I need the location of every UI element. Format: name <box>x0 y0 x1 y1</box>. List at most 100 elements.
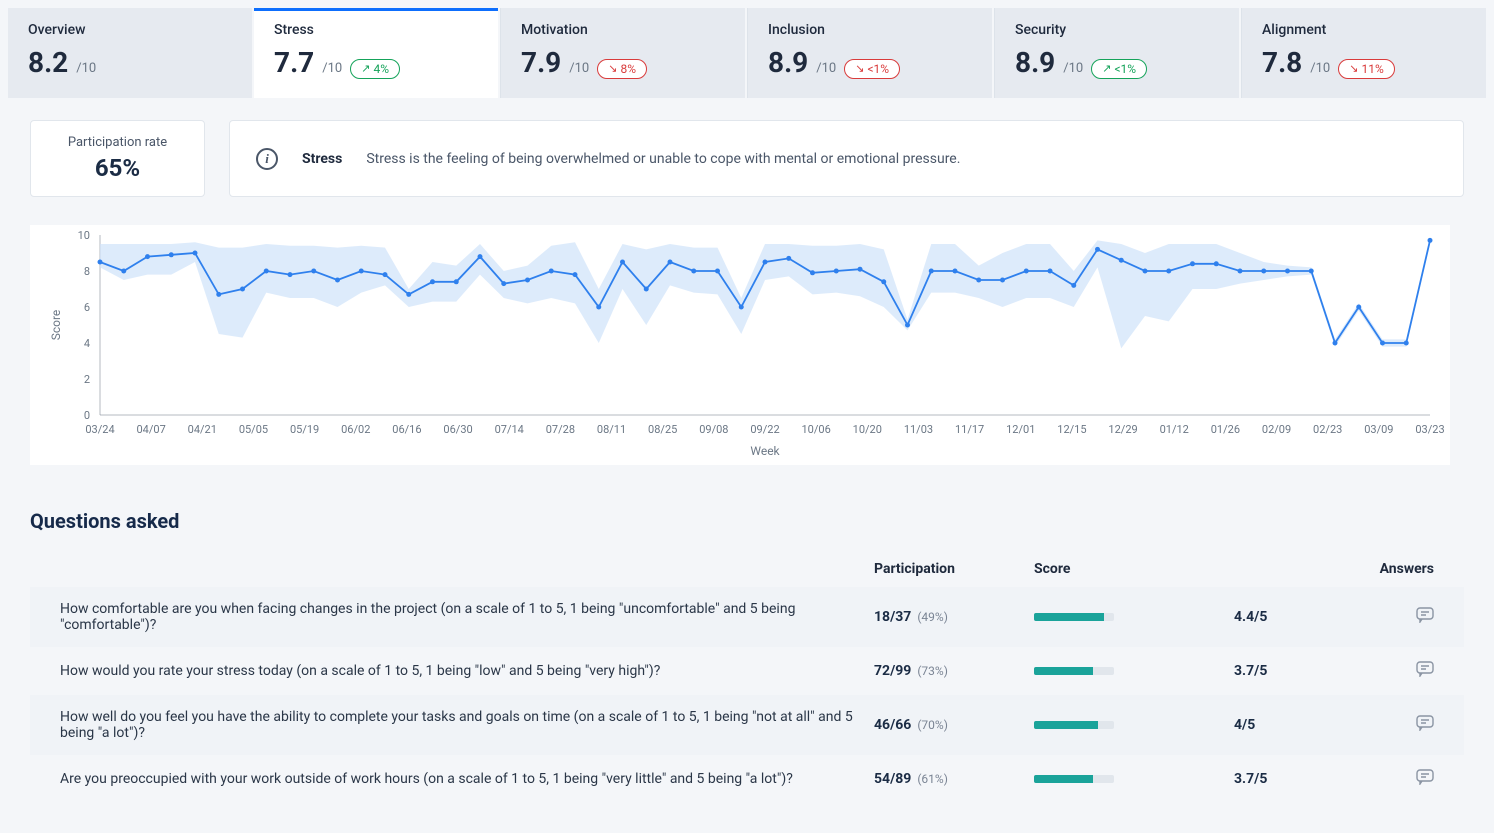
score-bar <box>1034 721 1114 729</box>
questions-table-body: How comfortable are you when facing chan… <box>30 587 1464 803</box>
svg-text:02/09: 02/09 <box>1262 423 1291 436</box>
svg-text:04/07: 04/07 <box>137 423 166 436</box>
participation-count: 46/66 <box>874 717 911 733</box>
info-icon: i <box>256 148 278 170</box>
tab-change-badge: ↘ 8% <box>597 59 647 79</box>
tab-score-max: /10 <box>569 61 589 76</box>
participation-count: 72/99 <box>874 663 911 679</box>
question-score <box>1034 667 1234 675</box>
tab-label: Overview <box>28 22 232 38</box>
view-answers-button[interactable] <box>1354 769 1434 789</box>
view-answers-button[interactable] <box>1354 607 1434 627</box>
svg-text:06/30: 06/30 <box>443 423 472 436</box>
svg-text:01/12: 01/12 <box>1160 423 1189 436</box>
svg-text:01/26: 01/26 <box>1211 423 1240 436</box>
tab-score: 7.9 <box>521 46 561 79</box>
svg-text:Week: Week <box>750 444 780 458</box>
score-value: 3.7/5 <box>1234 663 1354 679</box>
svg-text:07/14: 07/14 <box>495 423 524 436</box>
participation-count: 54/89 <box>874 771 911 787</box>
question-row[interactable]: How would you rate your stress today (on… <box>30 647 1464 695</box>
participation-label: Participation rate <box>41 135 194 150</box>
tab-change-badge: ↘ <1% <box>844 59 900 79</box>
info-description: Stress is the feeling of being overwhelm… <box>366 151 960 167</box>
svg-text:03/23: 03/23 <box>1415 423 1444 436</box>
tab-alignment[interactable]: Alignment7.8/10↘ 11% <box>1241 8 1486 98</box>
svg-text:08/25: 08/25 <box>648 423 677 436</box>
score-trend-chart: 0246810Score03/2404/0704/2105/0505/1906/… <box>30 225 1464 469</box>
arrow-up-icon: ↗ <box>361 62 370 75</box>
svg-text:09/22: 09/22 <box>750 423 779 436</box>
tab-change-value: 4% <box>373 62 389 76</box>
dashboard-page: Overview8.2/10Stress7.7/10↗ 4%Motivation… <box>0 0 1494 833</box>
participation-value: 65% <box>41 154 194 182</box>
tab-score-max: /10 <box>76 61 96 76</box>
tab-stress[interactable]: Stress7.7/10↗ 4% <box>254 8 498 98</box>
svg-text:04/21: 04/21 <box>188 423 217 436</box>
tab-change-badge: ↗ 4% <box>350 59 400 79</box>
tab-score-row: 7.8/10 ↘ 11% <box>1262 46 1466 79</box>
svg-text:06/02: 06/02 <box>341 423 370 436</box>
svg-text:06/16: 06/16 <box>392 423 421 436</box>
tab-inclusion[interactable]: Inclusion 8.9/10 ↘ <1% <box>747 8 992 98</box>
question-participation: 72/99(73%) <box>874 663 1034 679</box>
svg-text:2: 2 <box>84 373 90 386</box>
question-row[interactable]: How well do you feel you have the abilit… <box>30 695 1464 755</box>
svg-text:10: 10 <box>78 229 90 242</box>
question-text: How well do you feel you have the abilit… <box>60 709 874 741</box>
svg-text:10/06: 10/06 <box>802 423 831 436</box>
tab-score: 8.2 <box>28 46 68 79</box>
svg-text:12/15: 12/15 <box>1057 423 1086 436</box>
svg-text:02/23: 02/23 <box>1313 423 1342 436</box>
question-score <box>1034 613 1234 621</box>
question-score <box>1034 721 1234 729</box>
tab-score: 7.8 <box>1262 46 1302 79</box>
tab-label: Security <box>1015 22 1219 38</box>
svg-text:03/24: 03/24 <box>85 423 114 436</box>
svg-text:8: 8 <box>84 265 90 278</box>
svg-text:10/20: 10/20 <box>853 423 882 436</box>
info-title: Stress <box>302 151 342 167</box>
question-participation: 18/37(49%) <box>874 609 1034 625</box>
header-answers: Answers <box>1354 561 1434 577</box>
tab-label: Inclusion <box>768 22 972 38</box>
tab-change-value: <1% <box>1114 62 1136 76</box>
svg-text:11/03: 11/03 <box>904 423 933 436</box>
svg-text:05/05: 05/05 <box>239 423 268 436</box>
tab-score-row: 8.9/10 ↘ <1% <box>768 46 972 79</box>
svg-text:07/28: 07/28 <box>546 423 575 436</box>
tab-score: 8.9 <box>768 46 808 79</box>
question-row[interactable]: Are you preoccupied with your work outsi… <box>30 755 1464 803</box>
tab-change-value: 11% <box>1361 62 1383 76</box>
header-score: Score <box>1034 561 1234 577</box>
tab-score-max: /10 <box>1310 61 1330 76</box>
question-row[interactable]: How comfortable are you when facing chan… <box>30 587 1464 647</box>
participation-pct: (61%) <box>917 772 948 786</box>
question-text: Are you preoccupied with your work outsi… <box>60 771 874 787</box>
question-score <box>1034 775 1234 783</box>
tab-security[interactable]: Security8.9/10↗ <1% <box>994 8 1239 98</box>
info-card: i Stress Stress is the feeling of being … <box>229 120 1464 197</box>
question-text: How comfortable are you when facing chan… <box>60 601 874 633</box>
tab-score-row: 7.9/10 ↘ 8% <box>521 46 725 79</box>
tab-overview[interactable]: Overview 8.2/10 <box>8 8 252 98</box>
summary-row: Participation rate 65% i Stress Stress i… <box>30 120 1464 197</box>
question-participation: 46/66(70%) <box>874 717 1034 733</box>
tab-motivation[interactable]: Motivation7.9/10↘ 8% <box>500 8 745 98</box>
view-answers-button[interactable] <box>1354 715 1434 735</box>
content-area: Participation rate 65% i Stress Stress i… <box>0 98 1494 833</box>
score-bar <box>1034 613 1114 621</box>
arrow-down-icon: ↘ <box>1349 62 1358 75</box>
svg-text:4: 4 <box>84 337 90 350</box>
view-answers-button[interactable] <box>1354 661 1434 681</box>
tab-score-max: /10 <box>816 61 836 76</box>
line-chart-svg: 0246810Score03/2404/0704/2105/0505/1906/… <box>30 225 1450 465</box>
participation-card: Participation rate 65% <box>30 120 205 197</box>
score-value: 4.4/5 <box>1234 609 1354 625</box>
questions-section-title: Questions asked <box>30 509 1464 533</box>
score-bar <box>1034 775 1114 783</box>
question-text: How would you rate your stress today (on… <box>60 663 874 679</box>
questions-table-header: Participation Score Answers <box>30 551 1464 587</box>
svg-text:03/09: 03/09 <box>1364 423 1393 436</box>
tab-label: Stress <box>274 22 478 38</box>
